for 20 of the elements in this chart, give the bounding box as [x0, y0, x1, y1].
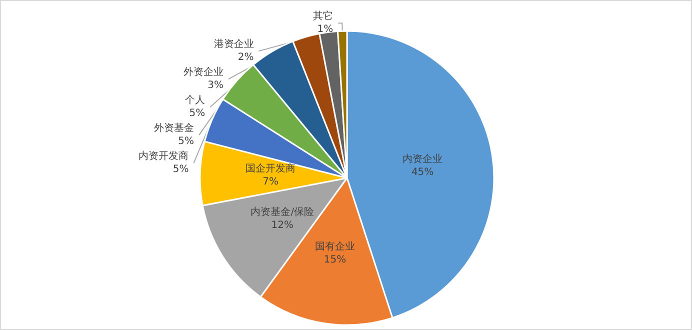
data-label: 5%: [178, 136, 194, 148]
data-label: 45%: [411, 167, 434, 178]
data-label: 15%: [324, 254, 346, 266]
slice-label: 内资企业: [402, 153, 443, 166]
slice-label: 国企开发商: [246, 162, 296, 175]
slice-label: 外资企业: [184, 66, 224, 78]
slice-label: 内资开发商: [138, 150, 189, 162]
data-label: 12%: [271, 220, 294, 231]
data-label: 7%: [262, 176, 278, 188]
data-label: 3%: [208, 80, 224, 92]
data-label: 2%: [238, 52, 254, 64]
slice-label: 外资基金: [154, 122, 194, 134]
data-label: 1%: [317, 24, 334, 36]
data-label: 5%: [189, 108, 206, 120]
slice-label: 内资基金/保险: [250, 206, 314, 218]
slice-label: 国有企业: [315, 240, 356, 253]
slice-label: 个人: [185, 94, 206, 106]
slice-label: 港资企业: [214, 38, 254, 50]
slice-label: 其它: [313, 10, 334, 22]
data-label: 5%: [172, 164, 189, 176]
